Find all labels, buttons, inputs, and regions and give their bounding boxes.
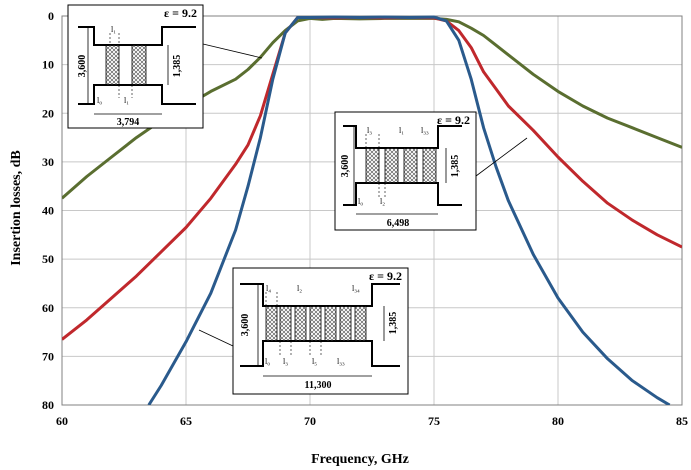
inset-3-height: 3,600: [240, 314, 251, 337]
x-tick-label: 60: [56, 414, 68, 428]
inset-3-label-d: l₀: [265, 357, 270, 366]
x-tick-label: 80: [552, 414, 564, 428]
y-tick-label: 20: [42, 106, 54, 120]
inset-3-label-c: l₃₄: [352, 284, 360, 293]
y-tick-label: 30: [42, 155, 54, 169]
inset-2-epsilon: ε = 9.2: [437, 113, 470, 127]
inset-3-label-f: l₅: [312, 357, 317, 366]
x-axis-title: Frequency, GHz: [311, 452, 409, 467]
inset-1-height: 3,600: [77, 55, 88, 78]
x-tick-label: 65: [180, 414, 192, 428]
inset-1-label-a: l₁: [111, 25, 116, 34]
series-line-3: [147, 15, 671, 405]
inset-3-label-g: l₃₃: [337, 357, 345, 366]
y-tick-label: 80: [42, 398, 54, 412]
y-tick-label: 10: [42, 58, 54, 72]
inset-3-label-e: l₃: [283, 357, 288, 366]
y-axis-title: Insertion losses, dB: [9, 150, 24, 266]
inset-2-label-c: l₃₃: [421, 126, 429, 135]
inset-3-label-a: l₄: [266, 284, 271, 293]
inset-1-label-c: l₁: [124, 96, 129, 105]
x-tick-label: 75: [428, 414, 440, 428]
inset-3-epsilon: ε = 9.2: [369, 269, 402, 283]
inset-3: ε = 9.2 l₄ l₂ l₃₄ l₀ l₃ l₅ l₃₃ 3,600 1,3…: [198, 267, 409, 395]
inset-1-gap: 1,385: [172, 55, 183, 78]
inset-2-label-a: l₃: [367, 126, 372, 135]
inset-2-gap: 1,385: [450, 155, 461, 178]
inset-1: ε = 9.2 l₁ l₀ l₁ 3,600 1,385 3,794: [67, 4, 263, 129]
inset-1-epsilon: ε = 9.2: [164, 6, 197, 20]
inset-2-label-b: l₁: [399, 126, 404, 135]
inset-3-length: 11,300: [305, 380, 332, 391]
x-tick-label: 70: [304, 414, 316, 428]
inset-1-length: 3,794: [117, 117, 140, 128]
y-tick-label: 0: [48, 9, 54, 23]
inset-2-length: 6,498: [387, 218, 410, 229]
inset-1-label-b: l₀: [97, 96, 102, 105]
y-tick-label: 50: [42, 252, 54, 266]
x-tick-label: 85: [676, 414, 688, 428]
inset-3-label-b: l₂: [297, 284, 302, 293]
y-tick-label: 70: [42, 349, 54, 363]
tick-labels: 60 65 70 75 80 85 0 10 20 30 40 50 60 70 80: [42, 9, 688, 428]
y-tick-label: 60: [42, 301, 54, 315]
inset-2-label-d: l₀: [358, 197, 363, 206]
inset-2: ε = 9.2 l₃ l₁ l₃₃ l₀ l₂ 3,600 1,385 6,49…: [334, 111, 528, 231]
inset-3-gap: 1,385: [388, 312, 399, 335]
inset-2-label-e: l₂: [380, 197, 385, 206]
inset-2-height: 3,600: [340, 155, 351, 178]
y-tick-label: 40: [42, 204, 54, 218]
